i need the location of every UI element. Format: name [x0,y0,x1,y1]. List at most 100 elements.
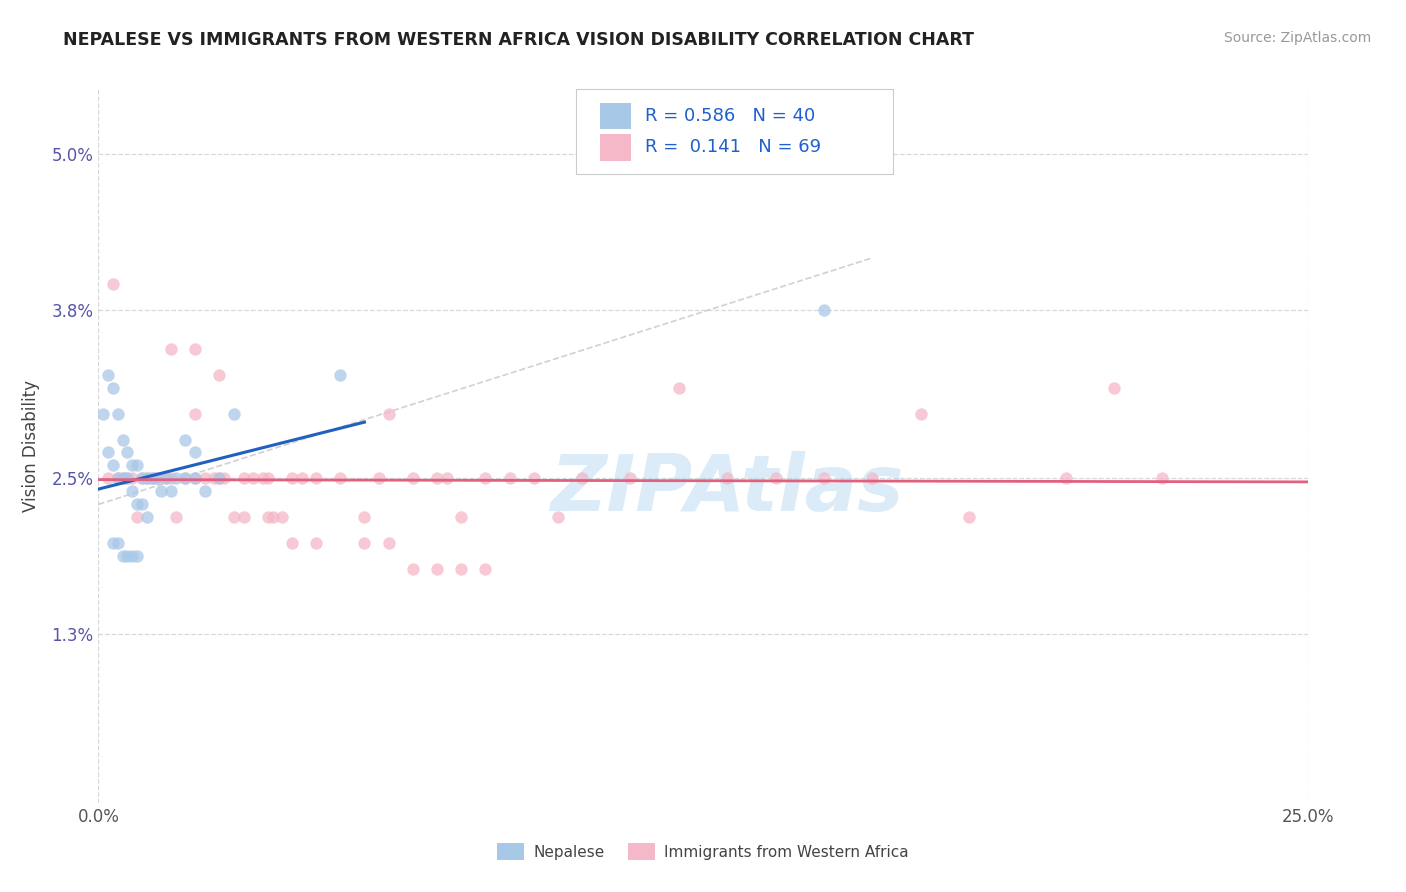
Point [184,471,207,485]
Point [121,471,143,485]
Point [377,407,399,421]
Point [290,471,312,485]
Point [1054,471,1077,485]
Point [174,433,197,447]
Point [135,471,157,485]
Point [101,381,124,395]
Point [474,471,496,485]
Point [474,562,496,576]
Point [141,471,163,485]
Point [121,549,143,564]
Point [91,407,114,421]
Point [160,342,183,356]
Point [450,510,472,524]
Point [1152,471,1174,485]
Point [155,471,177,485]
Point [184,342,207,356]
Point [256,510,278,524]
Point [813,302,835,317]
Point [184,471,207,485]
Point [353,510,375,524]
Point [281,536,304,550]
Point [107,536,129,550]
Point [117,471,139,485]
Point [368,471,391,485]
Point [208,471,231,485]
Point [174,471,197,485]
Point [619,471,641,485]
Point [141,471,163,485]
Point [97,445,120,459]
Point [498,471,520,485]
Point [252,471,274,485]
Point [111,433,134,447]
Point [353,536,375,550]
Point [547,510,569,524]
Point [117,471,139,485]
Point [910,407,932,421]
Point [150,471,173,485]
Point [117,445,139,459]
Point [145,471,167,485]
Point [716,471,738,485]
Point [813,471,835,485]
Point [571,471,593,485]
Point [426,471,449,485]
Point [305,471,328,485]
Point [281,471,304,485]
Point [101,458,124,473]
Point [860,471,883,485]
Point [204,471,226,485]
Point [1102,381,1125,395]
Point [402,471,425,485]
Point [232,471,254,485]
Point [127,510,149,524]
Text: Source: ZipAtlas.com: Source: ZipAtlas.com [1223,31,1371,45]
Point [194,484,217,499]
Point [222,407,245,421]
Point [101,277,124,291]
Point [135,471,157,485]
Point [262,510,284,524]
Point [208,471,231,485]
Point [107,471,129,485]
Point [131,471,153,485]
Point [436,471,458,485]
Point [194,471,217,485]
Point [184,407,207,421]
Text: R = 0.586   N = 40: R = 0.586 N = 40 [645,107,815,125]
Point [184,445,207,459]
Point [212,471,235,485]
Point [426,562,449,576]
Point [155,471,177,485]
Point [329,368,352,382]
Point [160,484,183,499]
Text: ZIPAtlas: ZIPAtlas [550,450,904,527]
Point [957,510,980,524]
Point [160,471,183,485]
Point [127,497,149,511]
Point [208,368,231,382]
Point [305,536,328,550]
Point [131,497,153,511]
Point [127,458,149,473]
Point [111,471,134,485]
Point [97,471,120,485]
Legend: Nepalese, Immigrants from Western Africa: Nepalese, Immigrants from Western Africa [491,837,915,866]
Point [402,562,425,576]
Point [121,484,143,499]
Point [232,510,254,524]
Point [174,471,197,485]
Text: NEPALESE VS IMMIGRANTS FROM WESTERN AFRICA VISION DISABILITY CORRELATION CHART: NEPALESE VS IMMIGRANTS FROM WESTERN AFRI… [63,31,974,49]
Point [117,549,139,564]
Y-axis label: Vision Disability: Vision Disability [22,380,41,512]
Point [107,471,129,485]
Point [145,471,167,485]
Point [150,484,173,499]
Point [101,536,124,550]
Point [111,549,134,564]
Point [165,471,187,485]
Point [765,471,787,485]
Point [377,536,399,550]
Point [121,458,143,473]
